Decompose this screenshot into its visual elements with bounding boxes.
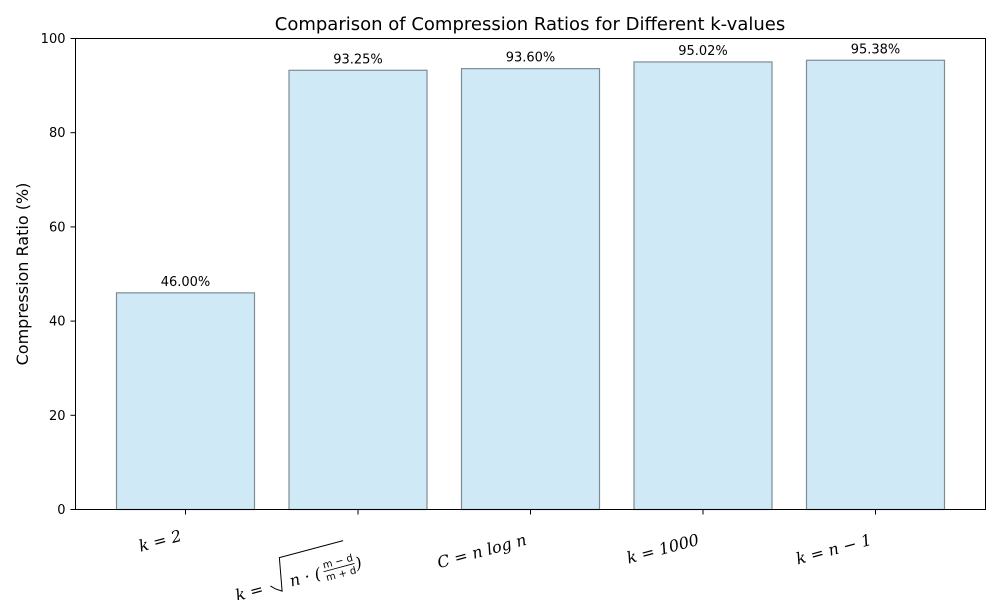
y-tick-label-60: 60 <box>49 220 66 235</box>
chart-title: Comparison of Compression Ratios for Dif… <box>275 14 785 35</box>
bar-2 <box>288 69 428 511</box>
x-tick-label-4: k = 1000 <box>625 530 701 568</box>
data-label-3: 93.60% <box>506 51 556 66</box>
x-tick-label-5: k = n − 1 <box>794 530 874 568</box>
bars-layer: 46.00% 93.25% 93.60% 95.02% 95.38% <box>115 42 946 511</box>
x-tick-label-3-group: C = n log n <box>435 530 528 572</box>
x-tick-label-4-group: k = 1000 <box>625 530 701 568</box>
bar-5 <box>805 59 946 511</box>
x-tick-label-1: k = 2 <box>137 526 184 556</box>
x-tick-label-2-group: k = √( n · ((m − d)/(m + d)) )k = n · (m… <box>233 540 364 600</box>
radical-n: n · ( <box>287 564 323 591</box>
data-label-5: 95.38% <box>851 42 901 57</box>
x-tick-label-3: C = n log n <box>435 530 528 572</box>
radical-sign <box>270 540 344 592</box>
y-tick-label-0: 0 <box>57 503 65 518</box>
y-axis: 0 20 40 60 80 100 <box>41 32 76 518</box>
plot-frame <box>75 38 986 510</box>
y-tick-label-40: 40 <box>49 315 66 330</box>
data-label-1: 46.00% <box>161 275 211 290</box>
bar-3 <box>460 68 601 511</box>
y-tick-label-20: 20 <box>49 409 66 424</box>
fraction-bar <box>323 563 355 573</box>
x-tick-label-5-group: k = n − 1 <box>794 530 874 568</box>
y-axis-label: Compression Ratio (%) <box>13 183 32 366</box>
radical-k-equals: k = <box>233 579 265 600</box>
y-tick-label-80: 80 <box>49 126 66 141</box>
bar-1 <box>115 292 256 511</box>
radical-close-paren: ) <box>352 553 364 573</box>
data-label-2: 93.25% <box>333 52 383 67</box>
x-axis: k = 2k = √( n · ((m − d)/(m + d)) )k = n… <box>137 509 876 600</box>
bar-4 <box>633 61 773 511</box>
y-tick-label-100: 100 <box>41 32 66 47</box>
x-tick-label-1-group: k = 2 <box>137 526 184 556</box>
data-label-4: 95.02% <box>678 44 728 59</box>
